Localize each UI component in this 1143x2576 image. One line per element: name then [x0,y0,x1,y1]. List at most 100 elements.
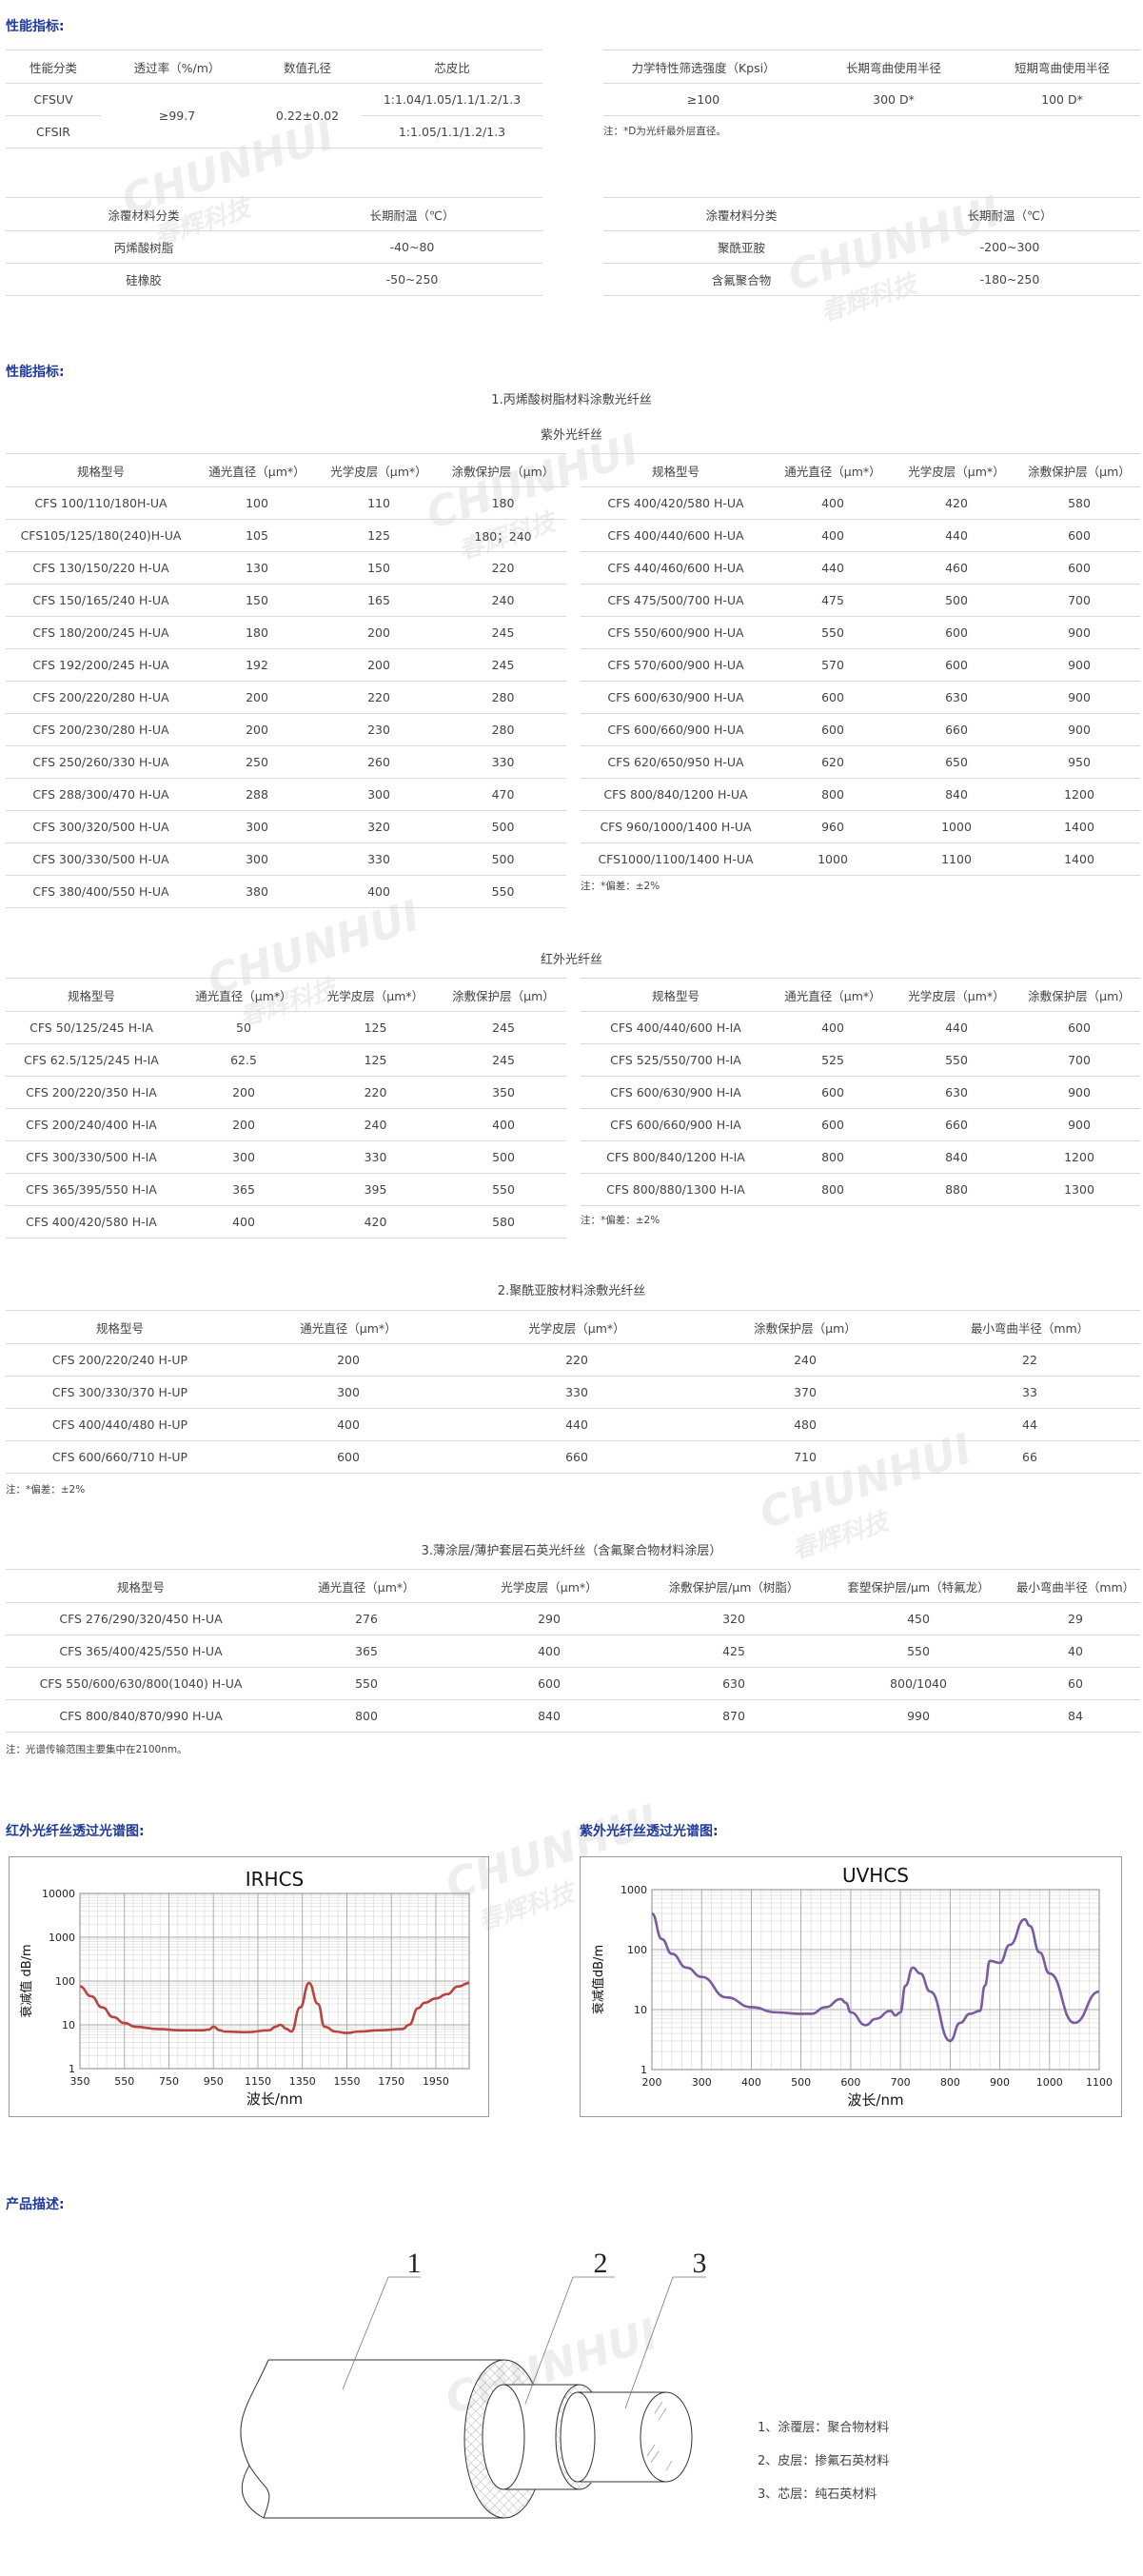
model-cell: CFS 130/150/220 H-UA [6,551,196,585]
model-cell: CFS 475/500/700 H-UA [581,584,771,617]
value-cell: 620 [771,745,895,779]
table-row: CFS 300/320/500 H-UA 300 320 500 [6,810,566,843]
value-cell: 200 [234,1343,463,1377]
y-tick-label: 100 [55,1975,75,1988]
model-cell: CFS 620/650/950 H-UA [581,745,771,779]
value-cell: 125 [310,1043,441,1077]
model-cell: CFS 200/220/350 H-IA [6,1076,177,1109]
header-cell: 性能分类 [6,50,101,84]
table-header-row: 规格型号 通光直径（μm*） 光学皮层（μm*） 涂敷保护层/μm（树脂） 套塑保护层/… [6,1569,1140,1603]
table-cell: -50~250 [282,263,542,296]
header-cell: 规格型号 [6,453,196,487]
table-cell: -40~80 [282,230,542,264]
header-cell: 涂敷保护层（μm） [441,978,566,1012]
value-cell: 550 [440,875,566,908]
value-cell: 84 [1011,1699,1140,1733]
value-cell: 960 [771,810,895,843]
value-cell: 475 [771,584,895,617]
x-tick-label: 300 [692,2076,712,2089]
value-cell: 990 [826,1699,1011,1733]
value-cell: 125 [318,519,440,552]
model-cell: CFS 800/880/1300 H-IA [581,1173,771,1206]
table-row: CFS 620/650/950 H-UA 620 650 950 [581,745,1140,779]
value-cell: 600 [1018,519,1140,552]
value-cell: 840 [457,1699,641,1733]
table-cell: 100 D* [984,83,1140,116]
ir-chart-frame: 350 550 750 950 1150 1350 1550 1750 1950 1 10 100 10… [9,1856,489,2117]
y-tick-label: 1 [69,2063,75,2075]
y-tick-label: 1000 [49,1932,75,1944]
header-cell: 长期弯曲使用半径 [803,50,984,84]
value-cell: 380 [196,875,318,908]
x-tick-label: 350 [70,2075,90,2088]
value-cell: 400 [234,1408,463,1441]
core-end-face [640,2391,693,2483]
value-cell: 1000 [895,810,1018,843]
header-cell: 光学皮层（μm*） [457,1569,641,1603]
table-header-row: 规格型号 通光直径（μm*） 光学皮层（μm*） 涂敷保护层（μm） [581,453,1140,487]
value-cell: 150 [196,584,318,617]
table-row: CFS 130/150/220 H-UA 130 150 220 [6,551,566,585]
table-row: CFS 550/600/900 H-UA 550 600 900 [581,616,1140,649]
table-row: CFS 800/840/870/990 H-UA 800 840 870 990 84 [6,1699,1140,1733]
value-cell: 650 [895,745,1018,779]
table-row: CFS 365/400/425/550 H-UA 365 400 425 550 40 [6,1635,1140,1668]
coating-body [264,2359,504,2519]
value-cell: 22 [919,1343,1140,1377]
x-tick-label: 500 [791,2076,811,2089]
table-row: CFS 192/200/245 H-UA 192 200 245 [6,648,566,682]
model-cell: CFS 200/230/280 H-UA [6,713,196,746]
value-cell: 840 [895,778,1018,811]
group-title-acrylate: 1.丙烯酸树脂材料涂敷光纤丝 [491,393,652,407]
x-tick-label: 1950 [423,2075,449,2088]
model-cell: CFS 440/460/600 H-UA [581,551,771,585]
coating-layer-shape [241,2360,269,2522]
table-cell: 聚酰亚胺 [603,230,879,264]
value-cell: 200 [196,681,318,714]
value-cell: 470 [440,778,566,811]
attenuation-series-line [79,1981,470,2034]
table-row: CFS 100/110/180H-UA 100 110 180 [6,486,566,520]
table-row: CFS 550/600/630/800(1040) H-UA 550 600 630 8… [6,1667,1140,1700]
table-row: CFS 800/880/1300 H-IA 800 880 1300 [581,1173,1140,1206]
table-cell: 300 D* [803,83,984,116]
value-cell: 580 [441,1205,566,1238]
value-cell: 950 [1018,745,1140,779]
header-cell: 规格型号 [581,978,771,1012]
value-cell: 840 [895,1140,1018,1174]
y-tick-label: 10 [62,2019,75,2031]
value-cell: 800/1040 [826,1667,1011,1700]
polyimide-fiber-table: 规格型号 通光直径（μm*） 光学皮层（μm*） 涂敷保护层（μm） 最小弯曲半径（mm… [6,1310,1140,1474]
ir-spectrum-heading: 红外光纤丝透过光谱图: [6,1824,145,1839]
table-row: CFS 600/660/710 H-UP 600 660 710 66 [6,1440,1140,1474]
value-cell: 288 [196,778,318,811]
chart-title: IRHCS [246,1868,305,1891]
table-row: CFS 365/395/550 H-IA 365 395 550 [6,1173,566,1206]
value-cell: 900 [1018,1076,1140,1109]
value-cell: 40 [1011,1635,1140,1668]
callout-leader-1 [342,2276,421,2390]
value-cell: 200 [196,713,318,746]
value-cell: 660 [895,713,1018,746]
value-cell: 420 [310,1205,441,1238]
value-cell: 600 [895,616,1018,649]
model-cell: CFS 550/600/900 H-UA [581,616,771,649]
model-cell: CFS 600/660/900 H-IA [581,1108,771,1141]
model-cell: CFS 600/630/900 H-UA [581,681,771,714]
value-cell: 600 [1018,551,1140,585]
table-row: CFS 600/660/900 H-IA 600 660 900 [581,1108,1140,1141]
value-cell: 125 [310,1011,441,1044]
value-cell: 440 [895,1011,1018,1044]
cell-ratio: 1:1.05/1.1/1.2/1.3 [362,115,542,149]
value-cell: 400 [771,519,895,552]
header-cell: 长期耐温（℃） [879,197,1140,231]
value-cell: 350 [441,1076,566,1109]
value-cell: 330 [310,1140,441,1174]
value-cell: 1100 [895,842,1018,876]
model-cell: CFS 365/400/425/550 H-UA [6,1635,276,1668]
value-cell: 62.5 [177,1043,310,1077]
header-cell: 通光直径（μm*） [276,1569,457,1603]
x-tick-label: 900 [990,2076,1010,2089]
value-cell: 300 [177,1140,310,1174]
value-cell: 276 [276,1602,457,1635]
